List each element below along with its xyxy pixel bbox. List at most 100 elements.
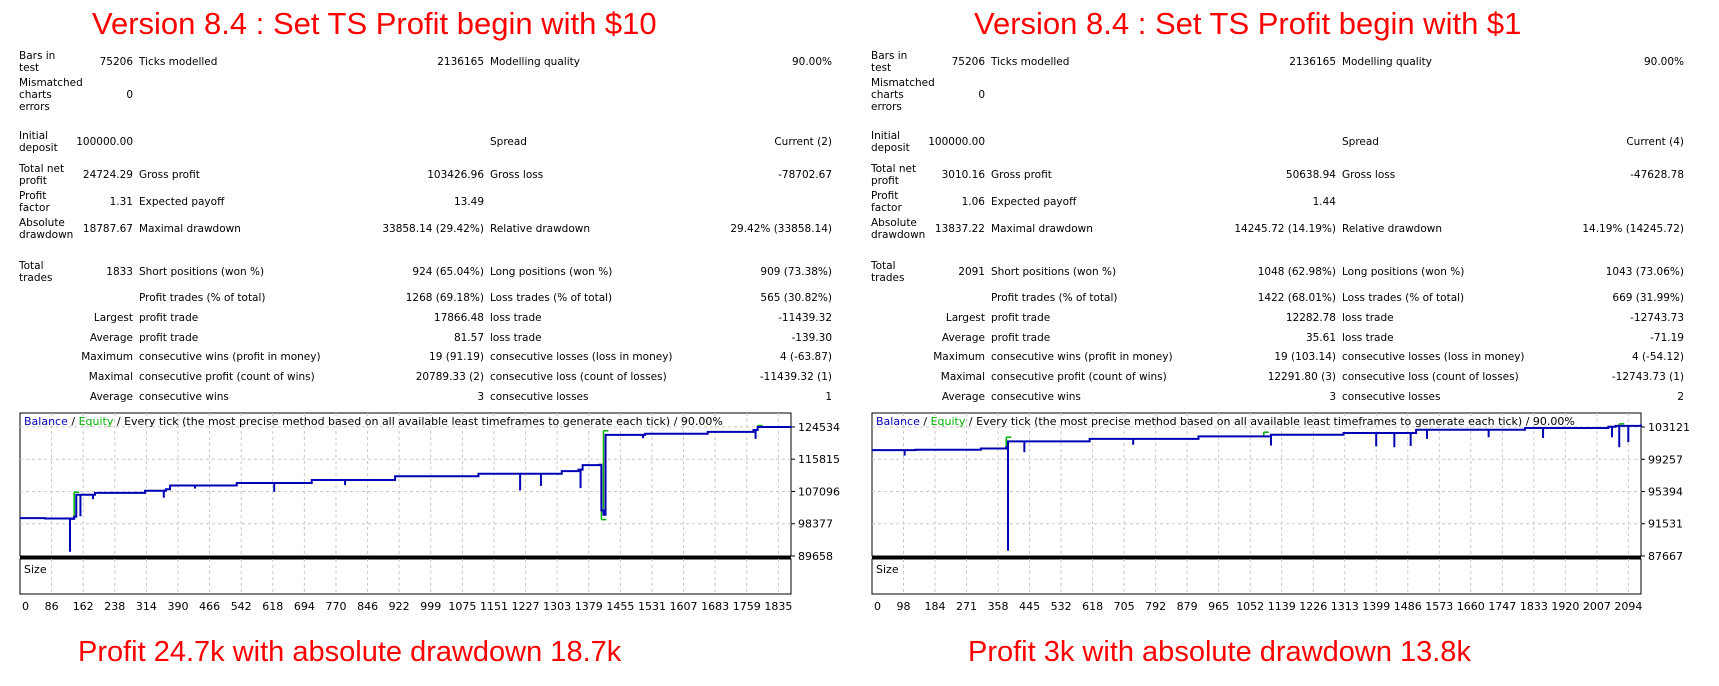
stat-value: -78702.67 bbox=[778, 169, 832, 181]
stat-value: 13.49 bbox=[453, 196, 484, 208]
x-tick-label: 1573 bbox=[1425, 600, 1453, 613]
x-tick-label: 618 bbox=[1082, 600, 1103, 613]
stats-row: Absolute drawdown 18787.67 Maximal drawdow… bbox=[19, 215, 834, 243]
stat-label: Initial deposit bbox=[871, 130, 910, 154]
stat-label: Short positions (won %) bbox=[991, 266, 1117, 278]
x-tick-label: 792 bbox=[1145, 600, 1166, 613]
stat-label: Ticks modelled bbox=[139, 56, 218, 68]
legend-equity: Equity bbox=[931, 415, 966, 428]
size-panel bbox=[19, 558, 792, 595]
legend-separator: / bbox=[920, 415, 931, 428]
stat-value: 90.00% bbox=[1643, 56, 1684, 68]
stat-value: -47628.78 bbox=[1630, 169, 1684, 181]
x-tick-label: 0 bbox=[22, 600, 29, 613]
x-tick-label: 1920 bbox=[1551, 600, 1579, 613]
y-tick-label: 91531 bbox=[1648, 518, 1683, 531]
stat-value: 103426.96 bbox=[427, 169, 484, 181]
stats-row: Average consecutive wins 3 consecutive loss… bbox=[871, 390, 1686, 404]
stats-row: Average consecutive wins 3 consecutive loss… bbox=[19, 390, 834, 404]
stat-value: 1268 (69.18%) bbox=[405, 292, 484, 304]
stat-label: Gross profit bbox=[139, 169, 200, 181]
chart-legend: Balance / Equity / Every tick (the most … bbox=[876, 415, 1575, 428]
legend-description: / Every tick (the most precise method ba… bbox=[113, 415, 723, 428]
stat-label: consecutive loss (count of losses) bbox=[1342, 371, 1519, 383]
x-tick-label: 618 bbox=[262, 600, 283, 613]
stat-value: 2136165 bbox=[1289, 56, 1336, 68]
stat-label: Bars in test bbox=[19, 50, 56, 74]
x-tick-label: 466 bbox=[199, 600, 220, 613]
x-tick-label: 445 bbox=[1019, 600, 1040, 613]
stats-row: Total net profit 24724.29 Gross profit 1034… bbox=[19, 161, 834, 189]
stat-value: 3 bbox=[477, 391, 484, 403]
stats-row: Mismatched charts errors 0 bbox=[19, 75, 834, 115]
y-tick-label: 95394 bbox=[1648, 486, 1683, 499]
stats-row: Total trades 1833 Short positions (won %) 9… bbox=[19, 258, 834, 286]
stat-value: 33858.14 (29.42%) bbox=[382, 223, 484, 235]
stat-label: profit trade bbox=[991, 312, 1051, 324]
stat-label: loss trade bbox=[1342, 332, 1394, 344]
stat-value: 0 bbox=[978, 89, 985, 101]
stat-value: 909 (73.38%) bbox=[760, 266, 832, 278]
stat-label: loss trade bbox=[490, 312, 542, 324]
y-tick-label: 89658 bbox=[798, 550, 833, 563]
stat-label: Ticks modelled bbox=[991, 56, 1070, 68]
stat-value: -139.30 bbox=[791, 332, 832, 344]
x-tick-label: 1151 bbox=[480, 600, 508, 613]
x-tick-label: 1226 bbox=[1299, 600, 1327, 613]
x-tick-label: 1227 bbox=[512, 600, 540, 613]
stats-row: Largest profit trade 17866.48 loss trade -11… bbox=[19, 311, 834, 325]
report-stats-left: Bars in test 75206 Ticks modelled 2136165 Mo… bbox=[19, 0, 834, 440]
stat-value: 0 bbox=[126, 89, 133, 101]
stat-value: Average bbox=[941, 332, 985, 344]
stat-label: profit trade bbox=[991, 332, 1051, 344]
stats-row: Profit factor 1.06 Expected payoff 1.44 bbox=[871, 190, 1686, 214]
stats-row: Profit trades (% of total) 1422 (68.01%) L… bbox=[871, 291, 1686, 305]
stat-label: Total trades bbox=[19, 260, 53, 284]
stat-label: Profit trades (% of total) bbox=[991, 292, 1118, 304]
stat-label: loss trade bbox=[490, 332, 542, 344]
stat-value: Maximum bbox=[933, 351, 985, 363]
stat-value: 100000.00 bbox=[928, 136, 985, 148]
stat-label: Short positions (won %) bbox=[139, 266, 265, 278]
stats-row: Profit trades (% of total) 1268 (69.18%) L… bbox=[19, 291, 834, 305]
stat-label: Modelling quality bbox=[1342, 56, 1432, 68]
report-title-left: Version 8.4 : Set TS Profit begin with $… bbox=[92, 6, 657, 41]
stat-label: Relative drawdown bbox=[490, 223, 591, 235]
x-tick-label: 1486 bbox=[1394, 600, 1422, 613]
stat-label: Loss trades (% of total) bbox=[490, 292, 613, 304]
stat-value: Current (4) bbox=[1626, 136, 1684, 148]
y-tick-label: 103121 bbox=[1648, 421, 1690, 434]
y-tick-label: 124534 bbox=[798, 421, 840, 434]
stat-label: consecutive profit (count of wins) bbox=[991, 371, 1167, 383]
stat-label: profit trade bbox=[139, 312, 199, 324]
stat-label: Long positions (won %) bbox=[1342, 266, 1465, 278]
stat-label: Initial deposit bbox=[19, 130, 58, 154]
x-tick-label: 1379 bbox=[575, 600, 603, 613]
stat-value: 3 bbox=[1329, 391, 1336, 403]
x-tick-label: 1835 bbox=[764, 600, 792, 613]
stat-value: 75206 bbox=[99, 56, 133, 68]
stat-label: consecutive wins (profit in money) bbox=[991, 351, 1173, 363]
stat-value: 1043 (73.06%) bbox=[1605, 266, 1684, 278]
stat-value: Maximum bbox=[81, 351, 133, 363]
size-panel-label: Size bbox=[24, 563, 47, 576]
x-tick-label: 694 bbox=[294, 600, 315, 613]
stat-label: Absolute drawdown bbox=[871, 217, 926, 241]
stat-value: 669 (31.99%) bbox=[1612, 292, 1684, 304]
x-tick-label: 358 bbox=[988, 600, 1009, 613]
legend-balance: Balance bbox=[876, 415, 920, 428]
x-tick-label: 1052 bbox=[1236, 600, 1264, 613]
x-tick-label: 705 bbox=[1114, 600, 1135, 613]
stat-value: 14.19% (14245.72) bbox=[1582, 223, 1684, 235]
stats-row: Profit factor 1.31 Expected payoff 13.49 bbox=[19, 190, 834, 214]
stat-label: Gross loss bbox=[1342, 169, 1396, 181]
x-tick-label: 1759 bbox=[733, 600, 761, 613]
stats-row: Maximum consecutive wins (profit in money… bbox=[19, 350, 834, 364]
stat-value: -11439.32 bbox=[778, 312, 832, 324]
stat-value: Average bbox=[89, 332, 133, 344]
stat-label: consecutive profit (count of wins) bbox=[139, 371, 315, 383]
stat-label: consecutive loss (count of losses) bbox=[490, 371, 667, 383]
size-panel bbox=[871, 558, 1642, 595]
stat-value: Largest bbox=[93, 312, 133, 324]
stat-label: Profit trades (% of total) bbox=[139, 292, 266, 304]
